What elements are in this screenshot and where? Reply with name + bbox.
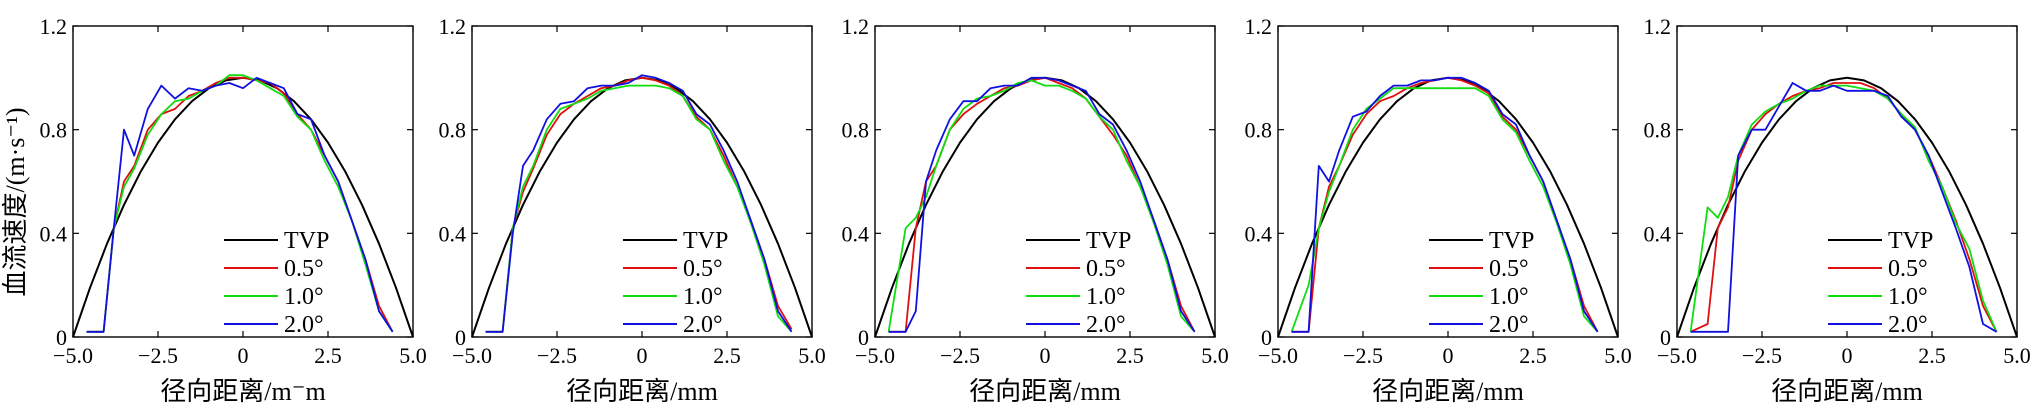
legend-label: 1.0° (1888, 284, 1928, 310)
x-tick-label: 2.5 (314, 343, 342, 368)
x-tick-label: −5.0 (855, 343, 895, 368)
x-tick-label: −2.5 (537, 343, 577, 368)
x-axis-label: 径向距离/mm (969, 377, 1121, 406)
x-axis-label: 径向距离/mm (1372, 377, 1524, 406)
y-tick-label: 0.8 (1245, 118, 1273, 143)
legend-label: TVP (284, 228, 329, 254)
x-tick-label: 5.0 (1201, 343, 1229, 368)
y-tick-label: 1.2 (439, 14, 467, 39)
x-tick-label: 5.0 (2003, 343, 2031, 368)
legend-label: TVP (1086, 228, 1131, 254)
legend-label: 1.0° (284, 284, 324, 310)
x-tick-label: 5.0 (798, 343, 826, 368)
y-tick-label: 1.2 (1245, 14, 1273, 39)
series-line-tvp (72, 76, 414, 338)
x-axis-label: 径向距离/mm (1771, 377, 1923, 406)
x-tick-label: 2.5 (1116, 343, 1144, 368)
series-line-tvp (1676, 76, 2018, 338)
legend-label: 1.0° (1489, 284, 1529, 310)
series-line-1-0deg (86, 74, 394, 333)
y-tick-label: 0.8 (40, 118, 68, 143)
y-tick-label: 1.2 (40, 14, 68, 39)
series-line-1-0deg (887, 79, 1196, 333)
y-tick-label: 0.8 (1644, 118, 1672, 143)
x-tick-label: 2.5 (1918, 343, 1946, 368)
legend-label: 2.0° (284, 312, 324, 338)
series-line-1-0deg (485, 84, 793, 333)
x-tick-label: 5.0 (399, 343, 427, 368)
legend-label: TVP (683, 228, 728, 254)
y-tick-label: 0.4 (40, 221, 68, 246)
legend-label: 2.0° (1489, 312, 1529, 338)
legend-label: 2.0° (1086, 312, 1126, 338)
series-line-1-0deg (1689, 84, 1998, 333)
plot-frame (1676, 25, 2018, 338)
y-tick-label: 0.8 (439, 118, 467, 143)
series-line-2-0deg (485, 74, 793, 333)
legend-label: 0.5° (284, 256, 324, 282)
y-tick-label: 0 (1261, 325, 1272, 350)
x-tick-label: 0 (238, 343, 249, 368)
x-tick-label: −5.0 (1258, 343, 1298, 368)
legend-label: 0.5° (1086, 256, 1126, 282)
series-line-2-0deg (1291, 76, 1599, 333)
legend-label: 2.0° (683, 312, 723, 338)
x-tick-label: −2.5 (1343, 343, 1383, 368)
chart-panel-3: −5.0 −2.5 0 2.5 5.0 0 0.4 0.8 1.2 径向距离/mm TVP0.5°1… (842, 14, 1229, 406)
chart-panel-1: −5.0 −2.5 0 2.5 5.0 0 0.4 0.8 1.2 径向距离/m⁻m TVP0.5°… (40, 14, 427, 406)
x-axis-label: 径向距离/mm (566, 377, 718, 406)
legend-label: 2.0° (1888, 312, 1928, 338)
y-tick-label: 0.4 (1245, 221, 1273, 246)
x-tick-label: −2.5 (138, 343, 178, 368)
x-tick-label: 2.5 (1519, 343, 1547, 368)
x-axis-label: 径向距离/m⁻m (160, 377, 325, 406)
chart-panel-2: −5.0 −2.5 0 2.5 5.0 0 0.4 0.8 1.2 径向距离/mm TVP0.5°1… (439, 14, 826, 406)
y-tick-label: 0.8 (842, 118, 870, 143)
x-tick-label: 0 (1443, 343, 1454, 368)
y-tick-label: 0.4 (439, 221, 467, 246)
x-tick-label: −2.5 (1742, 343, 1782, 368)
x-tick-label: 0 (1842, 343, 1853, 368)
y-tick-label: 0.4 (1644, 221, 1672, 246)
legend-label: 0.5° (1888, 256, 1928, 282)
x-tick-label: 0 (637, 343, 648, 368)
y-tick-label: 0 (455, 325, 466, 350)
series-line-tvp (874, 76, 1216, 338)
y-tick-label: 0 (858, 325, 869, 350)
plot-frame (471, 25, 813, 338)
series-line-2-0deg (1690, 82, 1998, 333)
x-tick-label: −5.0 (452, 343, 492, 368)
x-tick-label: 5.0 (1604, 343, 1632, 368)
legend-label: TVP (1888, 228, 1933, 254)
chart-panel-4: −5.0 −2.5 0 2.5 5.0 0 0.4 0.8 1.2 径向距离/mm TVP0.5°1… (1245, 14, 1632, 406)
y-tick-label: 0 (1660, 325, 1671, 350)
legend-label: 0.5° (1489, 256, 1529, 282)
y-axis-label: 血流速度/(m·s⁻¹) (1, 107, 30, 296)
y-tick-label: 1.2 (842, 14, 870, 39)
y-tick-label: 0.4 (842, 221, 870, 246)
series-line-2-0deg (888, 76, 1196, 333)
series-line-tvp (1277, 76, 1619, 338)
x-tick-label: −5.0 (53, 343, 93, 368)
series-line-2-0deg (86, 76, 394, 333)
x-tick-label: −5.0 (1657, 343, 1697, 368)
x-tick-label: −2.5 (940, 343, 980, 368)
legend-label: 1.0° (1086, 284, 1126, 310)
y-tick-label: 1.2 (1644, 14, 1672, 39)
legend-label: 0.5° (683, 256, 723, 282)
x-tick-label: 0 (1040, 343, 1051, 368)
legend-label: TVP (1489, 228, 1534, 254)
chart-panel-5: −5.0 −2.5 0 2.5 5.0 0 0.4 0.8 1.2 径向距离/mm TVP0.5°1… (1644, 14, 2031, 406)
legend-label: 1.0° (683, 284, 723, 310)
x-tick-label: 2.5 (713, 343, 741, 368)
series-line-1-0deg (1290, 87, 1599, 333)
series-line-tvp (471, 76, 813, 338)
y-tick-label: 0 (56, 325, 67, 350)
